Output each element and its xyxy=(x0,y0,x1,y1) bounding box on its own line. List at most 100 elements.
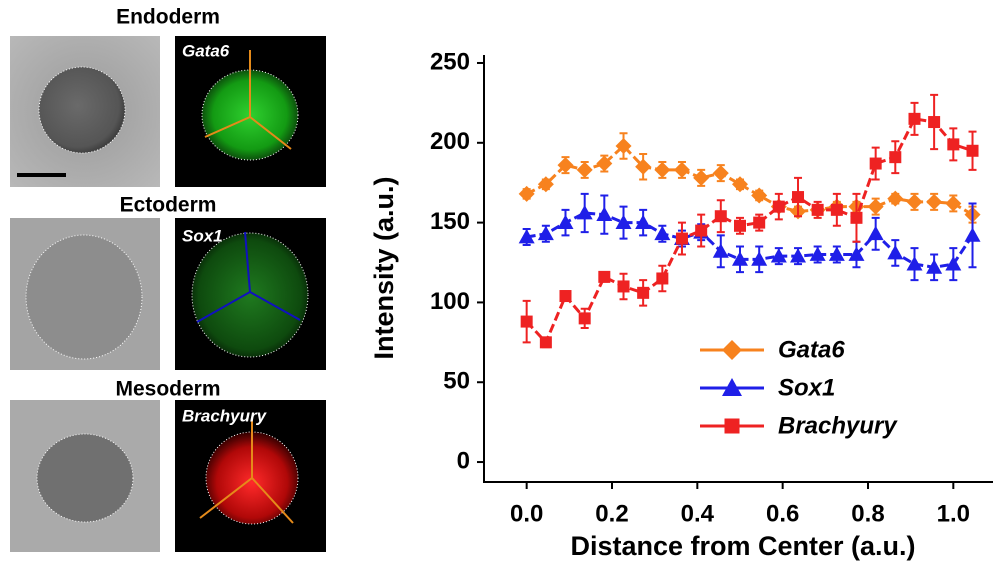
legend-marker xyxy=(722,340,742,360)
marker xyxy=(945,256,962,271)
x-axis-label: Distance from Center (a.u.) xyxy=(570,531,915,561)
y-tick-label: 150 xyxy=(430,208,470,235)
x-tick-label: 0.6 xyxy=(766,500,799,527)
marker xyxy=(675,232,688,245)
marker xyxy=(596,206,613,222)
marker xyxy=(654,225,671,241)
marker xyxy=(926,259,943,274)
marker xyxy=(693,169,710,186)
marker xyxy=(635,158,652,175)
marker xyxy=(906,193,923,210)
marker xyxy=(615,214,632,230)
marker xyxy=(828,246,845,261)
row-title: Endoderm xyxy=(116,6,220,29)
legend-label: Gata6 xyxy=(778,336,845,363)
row-title: Ectoderm xyxy=(120,194,217,217)
marker xyxy=(792,191,805,204)
series-line xyxy=(525,143,974,216)
x-tick-label: 1.0 xyxy=(937,500,970,527)
marker xyxy=(576,205,593,220)
marker xyxy=(714,210,727,223)
radius-lines xyxy=(204,50,292,150)
marker xyxy=(733,219,746,232)
marker xyxy=(867,198,884,215)
marker xyxy=(731,251,748,266)
cell xyxy=(25,234,143,360)
marker xyxy=(811,203,824,216)
marker xyxy=(753,216,766,229)
cell xyxy=(36,433,134,523)
marker xyxy=(889,151,902,164)
marker xyxy=(926,193,943,210)
marker xyxy=(712,243,729,258)
marker xyxy=(966,144,979,157)
marker xyxy=(887,190,904,207)
legend-label: Brachyury xyxy=(778,412,898,439)
x-tick-label: 0.0 xyxy=(510,500,543,527)
marker xyxy=(654,161,671,178)
y-tick-label: 0 xyxy=(457,447,470,474)
row-title: Mesoderm xyxy=(115,378,220,401)
marker xyxy=(557,214,574,230)
marker xyxy=(712,165,729,182)
stain-label: Gata6 xyxy=(182,41,230,60)
marker xyxy=(518,185,535,202)
marker xyxy=(598,270,611,283)
y-tick-label: 100 xyxy=(430,288,470,315)
marker xyxy=(731,176,748,193)
marker xyxy=(615,137,632,154)
marker xyxy=(537,225,554,241)
row-endoderm: Endoderm Gata6 xyxy=(10,6,326,187)
marker xyxy=(848,246,865,261)
marker xyxy=(772,200,785,213)
marker xyxy=(790,248,807,263)
row-mesoderm: Mesoderm Brachyury xyxy=(10,378,326,552)
marker xyxy=(617,280,630,293)
marker xyxy=(578,312,591,325)
stain-label: Sox1 xyxy=(182,226,223,245)
marker xyxy=(928,116,941,129)
marker xyxy=(557,157,574,174)
series xyxy=(522,93,977,349)
marker xyxy=(637,286,650,299)
marker xyxy=(537,176,554,193)
marker xyxy=(906,256,923,271)
marker xyxy=(945,195,962,212)
marker xyxy=(518,228,535,244)
x-tick-label: 0.4 xyxy=(681,500,715,527)
marker xyxy=(695,224,708,237)
x-tick-label: 0.8 xyxy=(851,500,884,527)
marker xyxy=(673,161,690,178)
chart: Intensity (a.u.) Distance from Center (a… xyxy=(369,48,993,561)
series-line xyxy=(525,117,973,346)
y-axis-label: Intensity (a.u.) xyxy=(369,176,399,359)
marker xyxy=(908,112,921,125)
marker xyxy=(867,225,884,241)
marker xyxy=(947,138,960,151)
legend-marker xyxy=(722,378,742,396)
marker xyxy=(850,211,863,224)
marker xyxy=(656,272,669,285)
marker xyxy=(596,155,613,172)
radius-lines xyxy=(196,231,301,323)
marker xyxy=(539,336,552,349)
marker xyxy=(809,246,826,261)
series xyxy=(522,132,977,224)
legend-label: Sox1 xyxy=(778,374,835,401)
marker xyxy=(887,244,904,260)
cell xyxy=(191,232,309,358)
cell xyxy=(38,66,126,154)
series-line xyxy=(526,211,974,269)
row-ectoderm: Ectoderm Sox1 xyxy=(10,194,326,370)
marker xyxy=(830,203,843,216)
y-tick-label: 200 xyxy=(430,128,470,155)
marker xyxy=(751,251,768,266)
marker xyxy=(576,161,593,178)
x-tick-label: 0.2 xyxy=(595,500,628,527)
y-tick-label: 50 xyxy=(443,368,470,395)
legend-marker xyxy=(724,418,740,434)
marker xyxy=(520,315,533,328)
y-tick-label: 250 xyxy=(430,48,470,75)
marker xyxy=(635,214,652,230)
